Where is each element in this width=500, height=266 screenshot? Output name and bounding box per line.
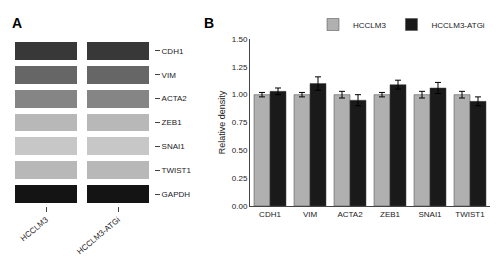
svg-text:HCCLM3: HCCLM3 (19, 215, 50, 243)
svg-text:ACTA2: ACTA2 (162, 94, 188, 103)
svg-text:CDH1: CDH1 (259, 210, 281, 219)
svg-text:HCCLM3-ATGi: HCCLM3-ATGi (75, 215, 122, 256)
svg-text:SNAI1: SNAI1 (418, 210, 442, 219)
svg-text:A: A (12, 15, 22, 31)
svg-text:0.75: 0.75 (232, 118, 248, 127)
svg-text:0.25: 0.25 (232, 174, 248, 183)
svg-text:CDH1: CDH1 (162, 47, 184, 56)
svg-text:B: B (204, 15, 214, 31)
svg-text:Relative density: Relative density (217, 90, 227, 154)
svg-text:VIM: VIM (303, 210, 318, 219)
svg-text:ZEB1: ZEB1 (380, 210, 401, 219)
svg-text:GAPDH: GAPDH (162, 190, 191, 199)
svg-text:ZEB1: ZEB1 (162, 118, 183, 127)
svg-text:TWIST1: TWIST1 (455, 210, 485, 219)
svg-text:HCCLM3: HCCLM3 (353, 21, 386, 30)
svg-text:0.00: 0.00 (232, 202, 248, 211)
svg-text:TWIST1: TWIST1 (162, 166, 192, 175)
svg-text:SNAI1: SNAI1 (162, 142, 186, 151)
svg-text:1.50: 1.50 (232, 35, 248, 44)
svg-text:1.25: 1.25 (232, 63, 248, 72)
svg-text:VIM: VIM (162, 71, 177, 80)
svg-text:ACTA2: ACTA2 (337, 210, 363, 219)
svg-text:1.00: 1.00 (232, 90, 248, 99)
svg-text:HCCLM3-ATGi: HCCLM3-ATGi (431, 21, 484, 30)
svg-text:0.50: 0.50 (232, 146, 248, 155)
